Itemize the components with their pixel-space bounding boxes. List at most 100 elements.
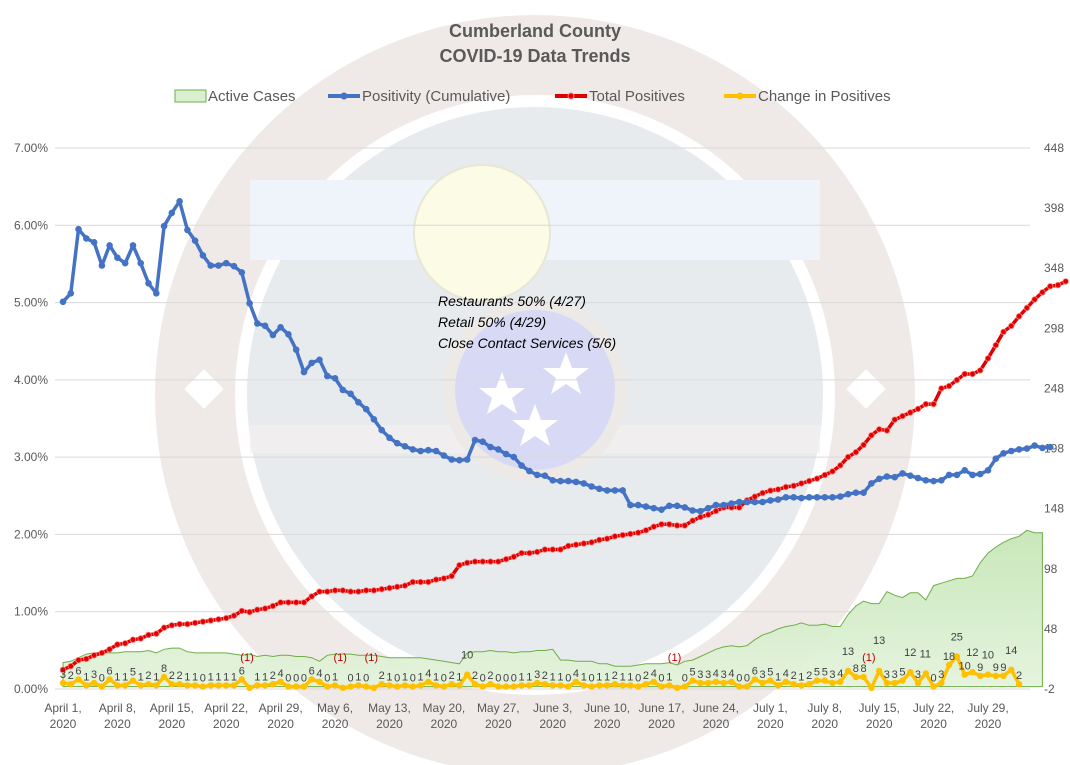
point-total-positives xyxy=(378,586,385,593)
x-tick-label-year: 2020 xyxy=(485,717,512,731)
point-total-positives xyxy=(596,536,603,544)
data-label-change-in-positives: 2 xyxy=(542,670,548,682)
x-tick-label-date: July 1, xyxy=(753,701,788,715)
x-tick-label-year: 2020 xyxy=(648,717,675,731)
point-positivity-cumulative xyxy=(907,472,914,480)
point-change-in-positives xyxy=(487,681,494,688)
x-tick-label-year: 2020 xyxy=(104,717,131,731)
point-change-in-positives xyxy=(759,679,766,687)
x-tick-label-year: 2020 xyxy=(376,717,403,731)
point-positivity-cumulative xyxy=(650,504,658,512)
data-label-change-in-positives: 1 xyxy=(526,671,532,683)
data-label-change-in-positives: 0 xyxy=(285,673,291,685)
point-total-positives xyxy=(495,558,502,565)
point-total-positives xyxy=(1046,283,1054,290)
point-positivity-cumulative xyxy=(502,450,510,458)
point-total-positives xyxy=(1000,328,1007,336)
legend-marker-positivity xyxy=(340,92,348,100)
point-change-in-positives xyxy=(736,683,743,690)
point-positivity-cumulative xyxy=(1046,443,1054,451)
point-positivity-cumulative xyxy=(759,498,766,506)
data-label-change-in-positives: 4 xyxy=(783,668,789,680)
point-positivity-cumulative xyxy=(899,470,906,477)
point-total-positives xyxy=(790,482,797,489)
data-label-change-in-positives: 0 xyxy=(589,673,595,685)
point-change-in-positives xyxy=(363,683,370,690)
point-change-in-positives xyxy=(883,679,891,687)
data-label-change-in-positives: 1 xyxy=(83,671,89,683)
point-positivity-cumulative xyxy=(1031,442,1038,449)
point-total-positives xyxy=(67,663,74,670)
point-total-positives xyxy=(642,527,650,534)
legend-item-change-in-positives[interactable]: Change in Positives xyxy=(724,88,891,105)
point-positivity-cumulative xyxy=(945,471,953,479)
data-label-change-in-positives: 3 xyxy=(829,669,835,681)
legend-item-total-positives[interactable]: Total Positives xyxy=(555,88,685,105)
point-change-in-positives xyxy=(448,681,455,688)
point-total-positives xyxy=(1039,289,1046,296)
point-total-positives xyxy=(992,342,999,349)
data-label-change-in-positives: 0 xyxy=(441,673,447,685)
point-positivity-cumulative xyxy=(953,471,961,479)
data-label-change-in-positives: 1 xyxy=(355,671,361,683)
point-positivity-cumulative xyxy=(425,446,432,454)
legend-item-active-cases[interactable]: Active Cases xyxy=(174,88,296,105)
point-total-positives xyxy=(945,382,953,390)
y-right-tick-label: 348 xyxy=(1044,261,1064,275)
legend-label-active-cases: Active Cases xyxy=(208,88,296,105)
data-label-change-in-positives: 25 xyxy=(951,632,963,644)
point-change-in-positives xyxy=(650,678,657,685)
point-change-in-positives xyxy=(230,682,238,689)
x-tick-label: July 22, 2020 xyxy=(913,701,954,731)
point-change-in-positives xyxy=(899,677,906,684)
point-change-in-positives xyxy=(977,672,984,679)
y-left-tick-label: 2.00% xyxy=(14,527,48,541)
point-change-in-positives xyxy=(728,678,735,685)
point-change-in-positives xyxy=(394,683,401,690)
point-total-positives xyxy=(456,562,463,569)
point-total-positives xyxy=(806,477,813,485)
data-label-change-in-positives: 0 xyxy=(301,673,307,685)
data-label-change-in-positives: 6 xyxy=(239,665,245,677)
point-positivity-cumulative xyxy=(67,290,75,297)
point-total-positives xyxy=(176,620,183,628)
point-positivity-cumulative xyxy=(106,242,113,249)
point-total-positives xyxy=(153,630,160,637)
data-label-change-in-positives: 0 xyxy=(744,673,750,685)
point-positivity-cumulative xyxy=(269,331,277,339)
point-total-positives xyxy=(261,605,269,612)
data-label-change-in-positives: 1 xyxy=(184,671,190,683)
point-positivity-cumulative xyxy=(114,254,121,261)
legend: Active Cases Positivity (Cumulative) Tot… xyxy=(174,88,891,105)
data-label-change-in-positives: 1 xyxy=(122,671,128,683)
point-positivity-cumulative xyxy=(432,447,440,455)
point-total-positives xyxy=(285,599,292,606)
data-label-change-in-positives: 5 xyxy=(899,667,905,679)
point-positivity-cumulative xyxy=(417,447,424,455)
point-change-in-positives xyxy=(860,673,867,681)
point-positivity-cumulative xyxy=(199,252,207,259)
point-change-in-positives xyxy=(611,681,619,688)
x-tick-label: June 3, 2020 xyxy=(533,701,572,731)
x-tick-label: June 24, 2020 xyxy=(693,701,739,731)
data-label-change-in-positives: 2 xyxy=(1016,670,1022,682)
point-positivity-cumulative xyxy=(704,504,712,512)
point-change-in-positives xyxy=(930,683,937,690)
point-positivity-cumulative xyxy=(673,502,681,510)
data-label-change-in-positives: 2 xyxy=(472,670,478,682)
data-label-change-in-positives: 0 xyxy=(511,673,517,685)
point-change-in-positives xyxy=(619,682,626,689)
data-label-change-in-positives: (1) xyxy=(862,652,875,664)
x-tick-label: April 8, 2020 xyxy=(99,701,136,731)
data-label-change-in-positives: 0 xyxy=(348,673,354,685)
point-positivity-cumulative xyxy=(207,262,214,269)
point-total-positives xyxy=(876,426,883,433)
point-total-positives xyxy=(635,529,642,536)
point-total-positives xyxy=(479,558,486,565)
legend-item-positivity[interactable]: Positivity (Cumulative) xyxy=(328,88,510,105)
x-tick-label-date: June 24, xyxy=(693,701,739,715)
x-tick-label-year: 2020 xyxy=(920,717,947,731)
point-change-in-positives xyxy=(378,681,385,688)
series-positivity-cumulative xyxy=(59,198,1054,515)
